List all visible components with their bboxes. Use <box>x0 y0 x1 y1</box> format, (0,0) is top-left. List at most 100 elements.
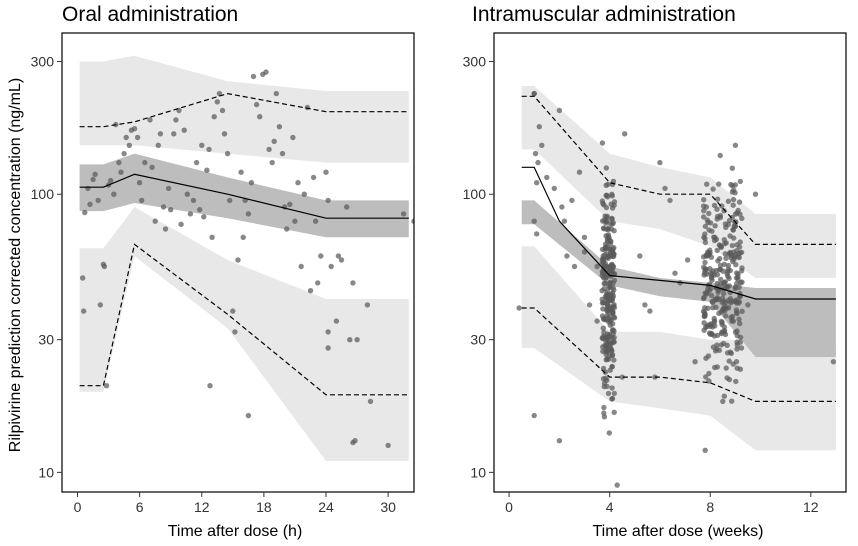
observation-point <box>622 131 628 137</box>
observation-point <box>752 191 759 197</box>
observation-point <box>347 337 353 343</box>
observation-point <box>705 305 711 311</box>
observation-point <box>712 364 718 371</box>
observation-point <box>544 174 550 181</box>
observation-point <box>714 206 720 212</box>
observation-point <box>733 262 739 268</box>
observation-point <box>556 107 563 114</box>
observation-point <box>736 244 743 250</box>
observation-point <box>610 321 616 327</box>
observation-point <box>92 171 98 177</box>
observation-point <box>204 167 210 173</box>
observation-point <box>80 275 86 281</box>
observation-point <box>333 318 340 324</box>
y-tick-label: 30 <box>470 332 486 348</box>
observation-point <box>214 99 220 105</box>
observation-point <box>187 211 194 217</box>
observation-point <box>604 377 610 383</box>
observation-point <box>139 197 145 204</box>
observation-point <box>385 442 391 449</box>
observation-point <box>601 414 608 420</box>
observation-point <box>642 302 648 308</box>
observation-point <box>709 228 715 234</box>
observation-point <box>82 209 88 216</box>
observation-point <box>725 198 732 204</box>
observation-point <box>536 124 542 130</box>
observation-point <box>556 438 563 444</box>
observation-point <box>611 245 617 251</box>
observation-point <box>707 266 713 272</box>
observation-point <box>601 404 607 411</box>
observation-point <box>279 150 286 157</box>
observation-point <box>606 353 613 359</box>
observation-point <box>531 218 537 224</box>
observation-point <box>716 242 723 248</box>
observation-point <box>534 180 540 186</box>
observation-point <box>599 246 606 253</box>
observation-point <box>601 226 607 232</box>
observation-point <box>248 180 255 186</box>
observation-point <box>323 169 329 175</box>
observation-point <box>87 201 93 207</box>
observation-point <box>607 269 613 275</box>
observation-point <box>672 270 678 276</box>
observation-point <box>603 182 609 188</box>
observation-point <box>539 142 545 148</box>
panel-title-intramuscular: Intramuscular administration <box>472 3 736 26</box>
median-line <box>79 173 409 219</box>
observation-point <box>614 482 620 488</box>
observation-point <box>714 216 720 222</box>
observation-point <box>606 235 612 241</box>
observation-point <box>657 159 663 166</box>
observation-point <box>594 318 600 324</box>
observation-point <box>712 323 718 329</box>
observation-point <box>609 216 615 222</box>
observation-point <box>726 358 732 364</box>
observation-point <box>600 306 606 312</box>
observation-point <box>734 328 740 334</box>
observation-point <box>721 393 727 399</box>
observation-point <box>561 218 568 224</box>
observation-point <box>605 390 612 397</box>
observation-point <box>722 251 728 257</box>
observation-point <box>606 430 612 436</box>
observation-point <box>733 359 740 365</box>
observation-point <box>250 73 257 80</box>
y-tick-label: 10 <box>470 464 486 480</box>
observation-point <box>731 254 737 260</box>
observation-point <box>193 159 200 166</box>
observation-point <box>739 215 745 222</box>
observation-point <box>126 142 132 148</box>
observation-point <box>599 272 605 279</box>
observation-point <box>197 207 203 213</box>
observation-point <box>701 320 707 326</box>
observation-point <box>165 185 172 192</box>
observation-point <box>637 253 643 259</box>
observation-point <box>712 223 718 229</box>
observation-point <box>662 185 668 192</box>
observation-point <box>184 191 190 197</box>
observation-point <box>725 262 732 269</box>
observation-point <box>594 263 600 270</box>
observation-point <box>116 159 122 166</box>
lower-percentile-line <box>79 243 409 396</box>
lower-percentile-ci-band <box>521 246 836 451</box>
observation-point <box>411 218 414 224</box>
observation-point <box>702 259 708 266</box>
observation-point <box>608 201 614 207</box>
observation-point <box>604 213 610 219</box>
observation-point <box>702 447 708 453</box>
observation-point <box>734 346 740 352</box>
observation-point <box>708 292 715 299</box>
observation-point <box>564 253 570 259</box>
observation-point <box>232 329 238 335</box>
observation-point <box>276 124 283 130</box>
observation-point <box>238 169 244 175</box>
observation-point <box>581 234 588 240</box>
y-tick-label: 10 <box>38 464 54 480</box>
observation-point <box>253 101 260 108</box>
observation-point <box>263 69 269 75</box>
observation-point <box>724 350 731 356</box>
observation-point <box>235 257 241 263</box>
observation-point <box>732 299 739 305</box>
